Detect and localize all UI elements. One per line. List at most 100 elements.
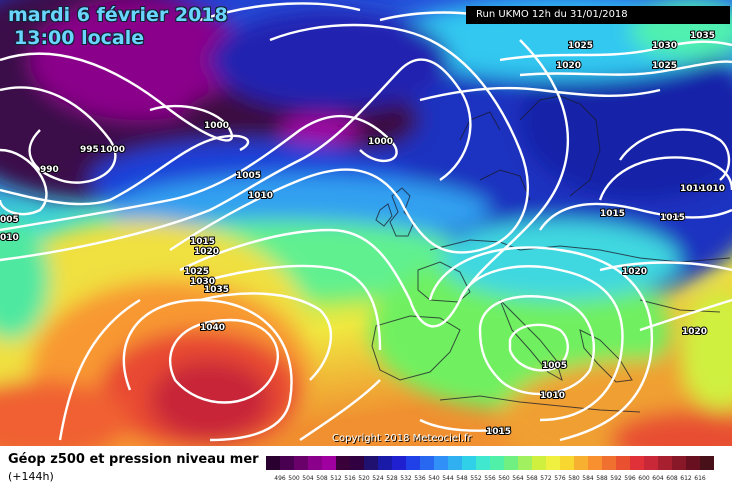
color-scale-tick: 520 xyxy=(358,475,370,482)
color-scale-tick: 508 xyxy=(316,475,328,482)
isobar-label: 1005 xyxy=(236,171,261,181)
color-swatch xyxy=(574,456,588,470)
color-scale-tick: 588 xyxy=(596,475,608,482)
color-scale-tick: 612 xyxy=(680,475,692,482)
color-scale-tick: 572 xyxy=(540,475,552,482)
run-info: Run UKMO 12h du 31/01/2018 xyxy=(466,6,730,24)
isobar-label: 1030 xyxy=(652,41,677,51)
isobar-label: 1015 xyxy=(660,213,685,223)
isobar-label: 1005 xyxy=(542,361,567,371)
color-scale-tick: 604 xyxy=(652,475,664,482)
color-swatch xyxy=(616,456,630,470)
color-swatch xyxy=(266,456,280,470)
color-swatch xyxy=(308,456,322,470)
color-scale-tick: 544 xyxy=(442,475,454,482)
color-scale-tick: 608 xyxy=(666,475,678,482)
isobar-label: 1000 xyxy=(368,137,393,147)
color-scale-tick: 496 xyxy=(274,475,286,482)
color-swatch xyxy=(462,456,476,470)
isobar-lines xyxy=(0,2,732,442)
isobar-label: 1015 xyxy=(600,209,625,219)
isobar-label: 1010 xyxy=(680,184,705,194)
color-swatch xyxy=(322,456,336,470)
color-scale-tick: 556 xyxy=(484,475,496,482)
color-scale-tick: 524 xyxy=(372,475,384,482)
color-scale-tick: 504 xyxy=(302,475,314,482)
isobar-label: 010 xyxy=(0,233,19,243)
isobar-label: 1030 xyxy=(190,277,215,287)
weather-map: 995 1000 990 1000 1000 1005 1010 005 010 1015 1020… xyxy=(0,0,732,446)
isobar-label: 1035 xyxy=(690,31,715,41)
isobar-label: 1020 xyxy=(194,247,219,257)
color-swatch xyxy=(294,456,308,470)
color-scale-tick: 516 xyxy=(344,475,356,482)
color-swatch xyxy=(350,456,364,470)
color-swatch xyxy=(378,456,392,470)
color-scale-tick: 528 xyxy=(386,475,398,482)
color-swatch xyxy=(644,456,658,470)
color-scale-tick: 592 xyxy=(610,475,622,482)
color-scale-tick: 536 xyxy=(414,475,426,482)
color-swatch xyxy=(364,456,378,470)
isobar-label: 005 xyxy=(0,215,19,225)
copyright-notice: Copyright 2018 Meteociel.fr xyxy=(332,433,472,444)
isobar-label: 1000 xyxy=(204,121,229,131)
color-swatch xyxy=(658,456,672,470)
color-swatch xyxy=(588,456,602,470)
forecast-date: mardi 6 février 2018 xyxy=(8,4,228,26)
isobar-label: 1020 xyxy=(682,327,707,337)
isobar-label: 1000 xyxy=(100,145,125,155)
color-swatch xyxy=(546,456,560,470)
isobar-label: 1010 xyxy=(540,391,565,401)
color-scale-tick: 500 xyxy=(288,475,300,482)
color-swatch xyxy=(392,456,406,470)
color-swatch xyxy=(280,456,294,470)
color-scale-tick: 576 xyxy=(554,475,566,482)
color-swatch xyxy=(434,456,448,470)
color-scale-tick: 540 xyxy=(428,475,440,482)
color-swatch xyxy=(672,456,686,470)
color-swatch xyxy=(504,456,518,470)
color-scale-tick: 564 xyxy=(512,475,524,482)
color-swatch xyxy=(630,456,644,470)
forecast-time: 13:00 locale xyxy=(14,27,145,49)
color-swatch xyxy=(686,456,700,470)
isobar-label: 1010 xyxy=(700,184,725,194)
color-scale-tick: 532 xyxy=(400,475,412,482)
legend-title: Géop z500 et pression niveau mer xyxy=(8,452,259,467)
isobar-label: 1020 xyxy=(556,61,581,71)
legend-subtitle: (+144h) xyxy=(8,470,54,483)
color-scale-bar: 496 500 504 508 512 516 520 524 528 532 536 540 544 5… xyxy=(266,456,714,482)
color-scale-tick: 568 xyxy=(526,475,538,482)
color-scale-tick: 552 xyxy=(470,475,482,482)
color-scale-tick: 580 xyxy=(568,475,580,482)
isobar-label: 1020 xyxy=(622,267,647,277)
color-swatch xyxy=(448,456,462,470)
color-swatch xyxy=(490,456,504,470)
isobar-label: 1040 xyxy=(200,323,225,333)
color-scale-tick: 584 xyxy=(582,475,594,482)
isobar-label: 990 xyxy=(40,165,59,175)
color-scale-tick: 616 xyxy=(694,475,706,482)
color-scale-tick: 512 xyxy=(330,475,342,482)
color-swatch xyxy=(602,456,616,470)
color-scale-tick: 600 xyxy=(638,475,650,482)
color-swatch xyxy=(532,456,546,470)
color-swatch xyxy=(476,456,490,470)
color-swatch xyxy=(420,456,434,470)
isobar-label: 1015 xyxy=(190,237,215,247)
color-scale-tick: 596 xyxy=(624,475,636,482)
isobar-label: 1025 xyxy=(568,41,593,51)
color-swatch xyxy=(518,456,532,470)
color-swatch xyxy=(406,456,420,470)
isobar-label: 1035 xyxy=(204,285,229,295)
isobar-label: 1025 xyxy=(652,61,677,71)
isobar-label: 995 xyxy=(80,145,99,155)
isobar-label: 1010 xyxy=(248,191,273,201)
color-swatch xyxy=(700,456,714,470)
isobar-label: 1015 xyxy=(486,427,511,437)
color-scale-tick: 560 xyxy=(498,475,510,482)
color-swatch xyxy=(560,456,574,470)
